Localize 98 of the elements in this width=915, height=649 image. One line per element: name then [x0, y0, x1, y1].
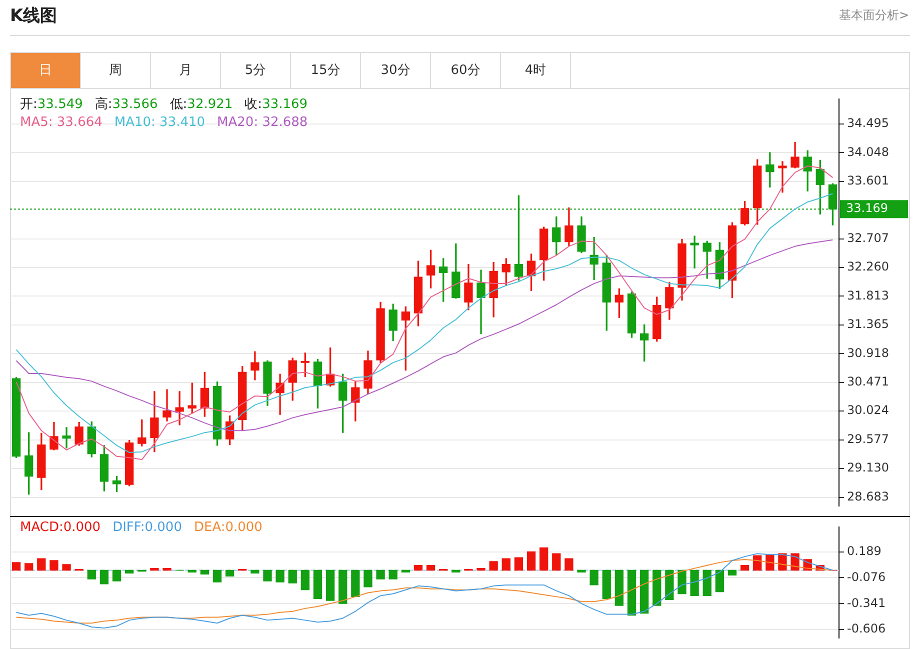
- candlestick: [690, 236, 699, 268]
- text: MA5: 33.664: [20, 115, 102, 130]
- y-tick-label: 30.918: [847, 346, 889, 360]
- annotation: 收:33.169: [244, 97, 308, 112]
- candlestick: [778, 161, 787, 193]
- bar: [326, 570, 335, 601]
- y-tick-label: 34.495: [847, 116, 889, 130]
- text: DIFF:0.000: [112, 520, 182, 535]
- bar: [678, 570, 686, 594]
- ref-line-label: 33.169: [846, 201, 888, 216]
- y-tick-label: -0.341: [847, 596, 886, 610]
- y-tick-label: 29.577: [847, 432, 889, 446]
- bar: [728, 570, 737, 576]
- bar: [753, 555, 762, 571]
- bar: [50, 560, 58, 571]
- bar: [740, 565, 750, 571]
- bar: [250, 570, 260, 574]
- bar: [452, 570, 460, 573]
- text: 5分: [221, 53, 291, 88]
- bar: [690, 570, 699, 596]
- bar: [388, 570, 398, 580]
- candlestick: [162, 389, 172, 422]
- bar: [489, 561, 498, 571]
- text: 30分: [361, 53, 431, 88]
- bar: [702, 570, 712, 596]
- bar: [162, 568, 172, 571]
- chart-title: K线图: [10, 5, 58, 27]
- text: 周: [81, 53, 151, 88]
- bar: [665, 570, 674, 600]
- y-tick-label: 31.813: [847, 288, 889, 302]
- bar: [364, 570, 372, 588]
- bar: [112, 570, 122, 582]
- bar: [640, 570, 649, 614]
- bar: [62, 564, 71, 571]
- y-tick-label: 29.130: [847, 460, 889, 475]
- bar: [100, 570, 109, 584]
- y-tick-label: -0.606: [847, 622, 886, 636]
- y-tick-label: 30.471: [847, 374, 889, 389]
- y-tick-label: 32.707: [847, 230, 889, 245]
- candlestick: [175, 391, 184, 426]
- bar: [12, 562, 21, 571]
- candlestick: [62, 427, 71, 448]
- bar: [401, 570, 410, 573]
- candlestick: [590, 236, 598, 280]
- bar: [24, 563, 34, 571]
- bar: [552, 553, 561, 571]
- bar: [539, 547, 548, 571]
- bar: [614, 570, 624, 606]
- bar: [150, 568, 159, 571]
- bar: [300, 570, 310, 590]
- bar: [414, 565, 423, 571]
- text: 60分: [431, 53, 501, 88]
- bar: [313, 570, 322, 599]
- text: MACD:0.000: [20, 520, 101, 535]
- bar: [351, 570, 360, 598]
- bar: [564, 558, 574, 571]
- bar: [263, 570, 272, 582]
- bar: [652, 570, 662, 606]
- bar: [476, 568, 486, 571]
- bar: [514, 557, 524, 571]
- text: DEA:0.000: [194, 520, 262, 535]
- bar: [590, 570, 598, 586]
- bar: [87, 570, 96, 580]
- bar: [577, 570, 586, 573]
- bar: [602, 570, 611, 599]
- text: 月: [151, 53, 221, 88]
- text: 日: [11, 53, 81, 88]
- y-tick-label: 34.048: [847, 144, 889, 159]
- bar: [212, 570, 222, 582]
- bar: [200, 570, 210, 575]
- annotation: 低:32.921: [170, 97, 233, 112]
- annotation: 高:33.566: [94, 97, 158, 112]
- bar: [276, 570, 284, 582]
- y-tick-label: 32.260: [847, 260, 889, 274]
- bar: [426, 565, 436, 571]
- text: 15分: [291, 53, 361, 88]
- bar: [124, 570, 134, 574]
- bar: [288, 570, 297, 584]
- annotation: 开:33.549: [20, 97, 83, 112]
- bar: [502, 558, 510, 571]
- y-tick-label: 30.024: [847, 403, 889, 418]
- y-tick-label: -0.076: [847, 570, 886, 584]
- text: 基本面分析>: [838, 7, 909, 24]
- text: 4时: [501, 53, 571, 88]
- bar: [225, 570, 234, 576]
- y-tick-label: 28.683: [847, 489, 889, 504]
- bar: [188, 570, 196, 573]
- y-tick-label: 0.189: [847, 544, 882, 558]
- bar: [37, 558, 46, 571]
- bar: [627, 570, 636, 616]
- text: MA10: 33.410: [114, 115, 206, 130]
- text: MA20: 32.688: [217, 115, 308, 130]
- bar: [526, 551, 536, 571]
- y-tick-label: 33.601: [847, 173, 889, 188]
- bar: [715, 570, 724, 592]
- y-tick-label: 31.365: [847, 317, 889, 332]
- bar: [338, 570, 348, 604]
- bar: [376, 570, 385, 580]
